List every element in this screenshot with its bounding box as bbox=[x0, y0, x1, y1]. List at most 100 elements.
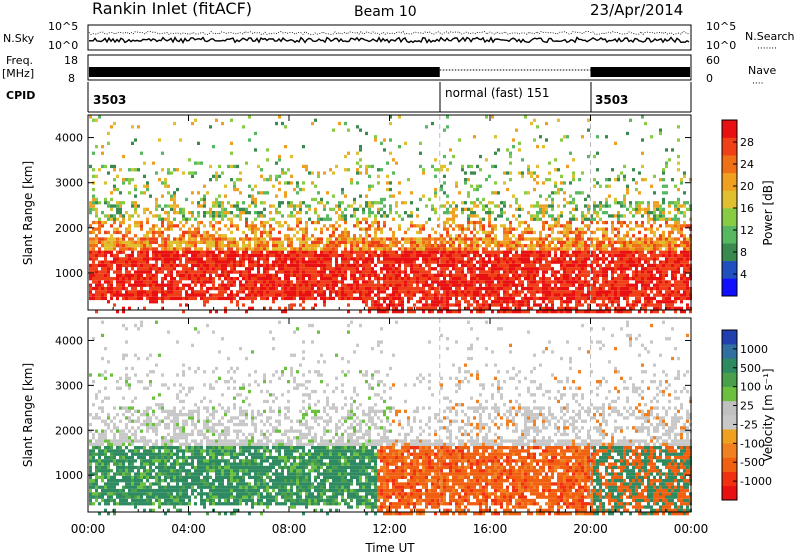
heat-cell bbox=[269, 290, 272, 294]
heat-cell bbox=[248, 227, 251, 231]
heat-cell bbox=[242, 125, 245, 129]
heat-cell bbox=[473, 227, 476, 231]
heat-cell bbox=[632, 300, 635, 304]
heat-cell bbox=[284, 145, 287, 149]
heat-cell bbox=[332, 194, 335, 198]
heat-cell bbox=[572, 174, 575, 178]
heat-cell bbox=[215, 171, 218, 175]
heat-cell bbox=[266, 283, 269, 287]
heat-cell bbox=[446, 168, 449, 172]
heat-cell bbox=[275, 263, 278, 268]
heat-cell bbox=[218, 244, 221, 248]
heat-cell bbox=[212, 240, 215, 244]
heat-cell bbox=[344, 270, 347, 274]
heat-cell bbox=[464, 250, 467, 254]
heat-cell bbox=[263, 247, 266, 251]
heat-cell bbox=[407, 283, 410, 287]
heat-cell bbox=[218, 211, 221, 215]
heat-cell bbox=[509, 267, 512, 271]
heat-cell bbox=[305, 234, 308, 238]
heat-cell bbox=[98, 240, 101, 244]
heat-cell bbox=[224, 270, 227, 274]
heat-cell bbox=[665, 286, 668, 291]
heat-cell bbox=[572, 296, 575, 301]
heat-cell bbox=[281, 286, 284, 291]
heat-cell bbox=[647, 250, 650, 254]
heat-cell bbox=[239, 290, 242, 294]
heat-cell bbox=[527, 230, 530, 235]
heat-cell bbox=[254, 204, 257, 208]
heat-cell bbox=[446, 263, 449, 268]
heat-cell bbox=[329, 293, 332, 297]
heat-cell bbox=[251, 197, 254, 202]
heat-cell bbox=[365, 257, 368, 261]
heat-cell bbox=[248, 240, 251, 244]
heat-cell bbox=[170, 290, 173, 294]
heat-cell bbox=[215, 174, 218, 178]
heat-cell bbox=[254, 217, 257, 221]
heat-cell bbox=[368, 280, 371, 284]
heat-cell bbox=[554, 184, 557, 188]
heat-cell bbox=[521, 247, 524, 251]
heat-cell bbox=[224, 277, 227, 281]
heat-cell bbox=[656, 300, 659, 304]
heat-cell bbox=[302, 250, 305, 254]
heat-cell bbox=[377, 283, 380, 287]
heat-cell bbox=[473, 214, 476, 218]
heat-cell bbox=[611, 230, 614, 235]
heat-cell bbox=[623, 253, 626, 258]
heat-cell bbox=[428, 257, 431, 261]
heat-cell bbox=[515, 128, 518, 132]
heat-cell bbox=[557, 280, 560, 284]
heat-cell bbox=[236, 201, 239, 205]
heat-cell bbox=[158, 253, 161, 258]
heat-cell bbox=[656, 247, 659, 251]
heat-cell bbox=[332, 277, 335, 281]
heat-cell bbox=[143, 237, 146, 241]
heat-cell bbox=[95, 286, 98, 291]
heat-cell bbox=[626, 224, 629, 228]
nsky-panel: N.Sky 10^5 10^0 10^5 10^0 N.Search ·····… bbox=[3, 20, 795, 54]
heat-cell bbox=[317, 244, 320, 248]
heat-cell bbox=[275, 220, 278, 225]
heat-cell bbox=[302, 201, 305, 205]
heat-cell bbox=[416, 300, 419, 304]
heat-cell bbox=[482, 277, 485, 281]
heat-cell bbox=[512, 214, 515, 218]
heat-cell bbox=[95, 237, 98, 241]
heat-cell bbox=[377, 181, 380, 185]
heat-cell bbox=[575, 273, 578, 277]
heat-cell bbox=[467, 244, 470, 248]
heat-cell bbox=[155, 197, 158, 202]
heat-cell bbox=[539, 230, 542, 235]
heat-cell bbox=[356, 224, 359, 228]
heat-cell bbox=[359, 227, 362, 231]
heat-cell bbox=[242, 286, 245, 291]
heat-cell bbox=[614, 253, 617, 258]
heat-cell bbox=[647, 211, 650, 215]
heat-cell bbox=[179, 253, 182, 258]
heat-cell bbox=[320, 250, 323, 254]
heat-cell bbox=[458, 286, 461, 291]
heat-cell bbox=[170, 220, 173, 225]
heat-cell bbox=[128, 263, 131, 268]
heat-cell bbox=[95, 240, 98, 244]
heat-cell bbox=[101, 290, 104, 294]
heat-cell bbox=[284, 263, 287, 268]
heat-cell bbox=[167, 296, 170, 301]
heat-cell bbox=[374, 220, 377, 225]
heat-cell bbox=[242, 247, 245, 251]
heat-cell bbox=[647, 240, 650, 244]
heat-cell bbox=[416, 247, 419, 251]
heat-cell bbox=[98, 201, 101, 205]
heat-cell bbox=[233, 260, 236, 264]
heat-cell bbox=[494, 290, 497, 294]
heat-cell bbox=[527, 250, 530, 254]
heat-cell bbox=[377, 293, 380, 297]
heat-cell bbox=[284, 310, 287, 314]
heat-cell bbox=[542, 280, 545, 284]
heat-cell bbox=[539, 280, 542, 284]
heat-cell bbox=[98, 286, 101, 291]
heat-cell bbox=[509, 178, 512, 182]
heat-cell bbox=[137, 224, 140, 228]
